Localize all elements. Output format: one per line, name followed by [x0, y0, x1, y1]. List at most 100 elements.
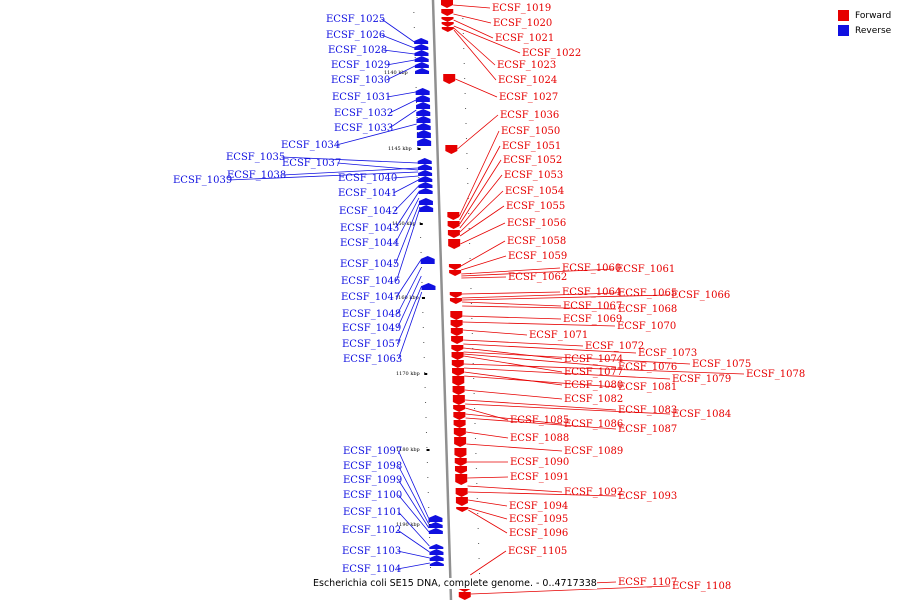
reverse-gene-label: ECSF_1043 — [340, 223, 399, 234]
forward-gene-label: ECSF_1093 — [618, 491, 677, 502]
reverse-leader-line — [397, 267, 422, 315]
forward-gene-block — [451, 352, 464, 360]
minor-tick — [423, 342, 425, 343]
forward-gene-block — [441, 22, 454, 27]
forward-gene-label: ECSF_1105 — [508, 546, 567, 557]
forward-gene-label: ECSF_1079 — [672, 374, 731, 385]
forward-leader-line — [470, 550, 507, 576]
forward-leader-line — [465, 403, 671, 415]
forward-gene-label: ECSF_1052 — [503, 155, 562, 166]
minor-tick — [474, 438, 476, 439]
forward-leader-line — [463, 339, 584, 347]
forward-gene-label: ECSF_1072 — [585, 341, 644, 352]
reverse-gene-block — [420, 256, 435, 264]
forward-leader-line — [467, 499, 508, 507]
forward-gene-label: ECSF_1085 — [510, 415, 569, 426]
minor-tick — [471, 318, 473, 319]
forward-leader-line — [460, 255, 507, 271]
reverse-gene-label: ECSF_1029 — [331, 60, 390, 71]
kbp-tick-mark — [417, 148, 421, 150]
reverse-gene-label: ECSF_1042 — [339, 206, 398, 217]
forward-gene-block — [452, 386, 465, 395]
genome-backbone — [431, 0, 453, 600]
reverse-leader-line — [228, 171, 419, 181]
reverse-gene-block — [416, 130, 431, 138]
genome-caption: Escherichia coli SE15 DNA, complete geno… — [313, 578, 597, 589]
kbp-tick-label: 1140 kbp — [384, 70, 408, 76]
minor-tick — [424, 372, 426, 373]
reverse-leader-line — [398, 494, 430, 533]
minor-tick — [420, 252, 422, 253]
forward-gene-block — [447, 230, 460, 238]
forward-leader-line — [461, 292, 617, 299]
forward-gene-label: ECSF_1050 — [501, 126, 560, 137]
forward-gene-block — [449, 298, 462, 304]
forward-leader-line — [468, 507, 508, 520]
reverse-gene-label: ECSF_1040 — [338, 173, 397, 184]
forward-gene-label: ECSF_1084 — [672, 409, 731, 420]
reverse-gene-block — [414, 38, 429, 44]
minor-tick — [471, 333, 473, 334]
forward-leader-line — [453, 25, 521, 54]
minor-tick — [428, 522, 430, 523]
reverse-gene-block — [416, 123, 431, 130]
kbp-tick-label: 1145 kbp — [388, 146, 412, 152]
minor-tick — [420, 237, 422, 238]
kbp-tick-mark — [426, 449, 430, 451]
forward-gene-label: ECSF_1073 — [638, 348, 697, 359]
legend-reverse-label: Reverse — [855, 25, 892, 36]
reverse-gene-block — [416, 109, 431, 116]
reverse-leader-line — [398, 465, 430, 525]
forward-gene-block — [453, 428, 466, 437]
reverse-gene-label: ECSF_1045 — [340, 259, 399, 270]
forward-gene-label: ECSF_1069 — [563, 314, 622, 325]
forward-gene-block — [448, 239, 461, 249]
forward-gene-block — [450, 311, 463, 320]
forward-gene-label: ECSF_1056 — [507, 218, 566, 229]
reverse-leader-line — [395, 203, 420, 265]
reverse-gene-label: ECSF_1041 — [338, 188, 397, 199]
forward-gene-label: ECSF_1088 — [510, 433, 569, 444]
reverse-leader-line — [393, 175, 419, 179]
minor-tick — [472, 348, 474, 349]
forward-gene-label: ECSF_1092 — [564, 487, 623, 498]
forward-gene-block — [454, 466, 467, 474]
minor-tick — [470, 303, 472, 304]
reverse-gene-label: ECSF_1049 — [342, 323, 401, 334]
reverse-leader-line — [387, 91, 416, 98]
forward-leader-line — [462, 321, 616, 327]
reverse-gene-block — [414, 50, 429, 56]
forward-gene-label: ECSF_1078 — [746, 369, 805, 380]
legend-forward-label: Forward — [855, 10, 892, 21]
reverse-leader-line — [397, 529, 430, 553]
minor-tick — [464, 78, 466, 79]
reverse-gene-label: ECSF_1032 — [334, 108, 393, 119]
minor-tick — [423, 357, 425, 358]
forward-gene-block — [441, 0, 453, 8]
kbp-tick-label: 1160 kbp — [395, 295, 419, 301]
minor-tick — [465, 138, 467, 139]
minor-tick — [477, 528, 479, 529]
forward-gene-block — [453, 412, 466, 420]
reverse-gene-block — [414, 62, 429, 68]
forward-leader-line — [463, 343, 637, 354]
forward-leader-line — [462, 329, 528, 336]
forward-gene-block — [448, 264, 461, 270]
forward-gene-label: ECSF_1019 — [492, 3, 551, 14]
forward-leader-line — [462, 315, 562, 320]
forward-leader-line — [453, 29, 497, 81]
minor-tick — [426, 462, 428, 463]
forward-leader-line — [461, 294, 670, 301]
reverse-leader-line — [381, 34, 415, 49]
forward-gene-block — [450, 320, 463, 328]
forward-leader-line — [464, 375, 617, 388]
reverse-gene-label: ECSF_1028 — [328, 45, 387, 56]
minor-tick — [414, 57, 416, 58]
forward-leader-line — [463, 363, 745, 375]
reverse-gene-block — [428, 528, 443, 534]
forward-gene-label: ECSF_1027 — [499, 92, 558, 103]
forward-leader-line — [465, 417, 617, 430]
reverse-leader-line — [281, 156, 418, 164]
forward-leader-line — [460, 240, 506, 267]
reverse-gene-label: ECSF_1104 — [342, 564, 401, 575]
